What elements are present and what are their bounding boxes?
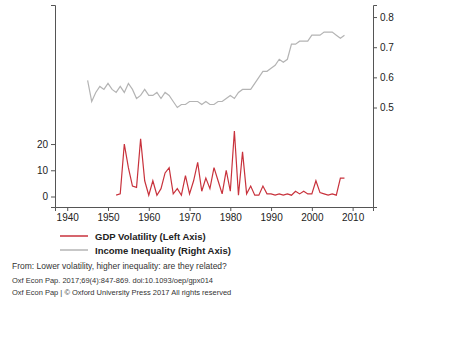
y2-axis: 0.5 0.6 0.7 0.8 [373,6,394,208]
y-axis-tick-label: 20 [37,139,49,150]
legend-swatch [60,235,88,237]
x-axis-tick-label: 1950 [97,212,120,223]
y2-axis-tick-mark [373,47,377,48]
legend-swatch [60,249,88,251]
footer-text: From: Lower volatility, higher inequalit… [12,261,227,271]
plot-area [88,32,345,195]
y2-axis-tick: 0.7 [373,42,394,53]
footer-text: Oxf Econ Pap. 2017;69(4):847-869. doi:10… [12,276,213,285]
y-axis-tick-label: 10 [37,165,49,176]
y-axis-tick: 0 [42,191,55,202]
y2-axis-tick-label: 0.8 [380,12,394,23]
x-axis-line [56,208,374,212]
footer: From: Lower volatility, higher inequalit… [12,261,231,297]
y2-axis-tick: 0.6 [373,72,394,83]
x-axis-tick-mark [149,207,150,211]
y2-axis-tick-label: 0.5 [380,102,394,113]
y-axis-line [51,6,56,208]
y2-axis-tick-label: 0.7 [380,42,394,53]
x-axis: 1940 1950 1960 1970 1980 1990 2000 2010 [56,207,374,223]
series-line [116,131,344,195]
x-axis-tick: 1950 [97,207,120,223]
x-axis-tick-mark [108,207,109,211]
y2-axis-line [374,6,378,208]
x-axis-tick: 2010 [342,207,365,223]
series-line [88,32,345,107]
x-axis-tick-label: 1980 [220,212,243,223]
x-axis-tick-mark [312,207,313,211]
y-axis-tick: 10 [37,165,55,176]
footer-text: Oxf Econ Pap | © Oxford University Press… [12,288,231,297]
x-axis-tick: 1970 [179,207,202,223]
x-axis-tick-label: 2010 [342,212,365,223]
x-axis-tick: 1980 [220,207,243,223]
x-axis-tick-label: 1970 [179,212,202,223]
y2-axis-tick-label: 0.6 [380,72,394,83]
x-axis-tick-mark [190,207,191,211]
y2-axis-tick-mark [373,108,377,109]
chart: 1940 1950 1960 1970 1980 1990 2000 2010 0 10 20 0.5… [0,0,450,338]
x-axis-tick-label: 1940 [57,212,80,223]
x-axis-tick-label: 1990 [260,212,283,223]
y-axis-tick-mark [51,197,55,198]
y-axis-tick: 20 [37,139,55,150]
x-axis-tick: 1960 [138,207,161,223]
y2-axis-tick-mark [373,17,377,18]
legend-label: Income Inequality (Right Axis) [95,245,231,256]
x-axis-tick-mark [230,207,231,211]
y-axis-tick-label: 0 [42,191,48,202]
x-axis-tick: 2000 [301,207,324,223]
x-axis-tick-mark [353,207,354,211]
legend: GDP Volatility (Left Axis) Income Inequal… [60,231,231,256]
y2-axis-tick: 0.5 [373,102,394,113]
x-axis-tick-mark [271,207,272,211]
y-axis: 0 10 20 [37,6,56,208]
y2-axis-tick: 0.8 [373,12,394,23]
legend-label: GDP Volatility (Left Axis) [95,231,206,242]
x-axis-tick: 1990 [260,207,283,223]
y-axis-tick-mark [51,170,55,171]
x-axis-tick-label: 2000 [301,212,324,223]
y-axis-tick-mark [51,144,55,145]
x-axis-tick-mark [67,207,68,211]
x-axis-tick: 1940 [57,207,80,223]
y2-axis-tick-mark [373,77,377,78]
x-axis-tick-label: 1960 [138,212,161,223]
